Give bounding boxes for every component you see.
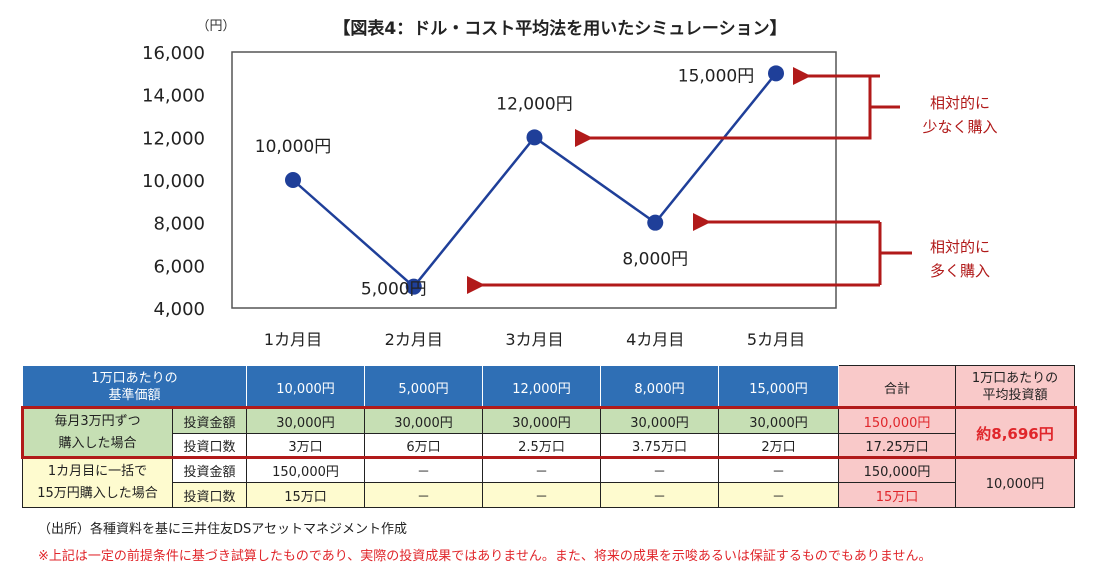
y-tick-label: 12,000 xyxy=(142,128,205,149)
y-tick-label: 16,000 xyxy=(142,43,205,64)
header-price: 10,000円 xyxy=(246,365,365,409)
amount-label: 投資金額 xyxy=(172,408,247,434)
table-row: 毎月3万円ずつ 購入した場合 投資金額 30,000円 30,000円 30,0… xyxy=(22,408,1075,458)
cell: 2.5万口 xyxy=(482,433,601,458)
plot-area xyxy=(231,51,837,309)
x-tick-label: 4カ月目 xyxy=(626,330,684,349)
line-chart: （円） 4,000 6,000 8,000 10,000 12,000 14,000 16,0… xyxy=(142,19,997,349)
total-amount: 150,000円 xyxy=(838,457,956,483)
total-units: 17.25万口 xyxy=(838,433,956,458)
header-avg: 1万口あたりの 平均投資額 xyxy=(955,365,1075,409)
y-tick-label: 8,000 xyxy=(153,214,205,235)
cell: － xyxy=(718,482,839,508)
cell: － xyxy=(600,482,719,508)
annotation-text: 少なく購入 xyxy=(922,118,997,136)
simulation-table: 1万口あたりの 基準価額 10,000円 5,000円 12,000円 8,00… xyxy=(22,365,1075,508)
units-label: 投資口数 xyxy=(172,433,247,458)
data-point xyxy=(285,172,301,188)
table-row: 投資口数 15万口 － － － － 15万口 xyxy=(23,482,1075,508)
cell: 3.75万口 xyxy=(600,433,719,458)
header-price: 15,000円 xyxy=(718,365,839,409)
cell: 3万口 xyxy=(246,433,365,458)
chart-title: 【図表4：ドル・コスト平均法を用いたシミュレーション】 xyxy=(333,19,787,39)
lump-label: 1カ月目に一括で 15万円購入した場合 xyxy=(22,457,173,508)
header-price: 12,000円 xyxy=(482,365,601,409)
header-price: 5,000円 xyxy=(364,365,483,409)
cell: 2万口 xyxy=(718,433,839,458)
total-units: 15万口 xyxy=(838,482,956,508)
annotation-text: 相対的に xyxy=(930,238,990,256)
y-axis-unit: （円） xyxy=(196,19,235,34)
y-tick-label: 10,000 xyxy=(142,171,205,192)
cell: 30,000円 xyxy=(482,408,601,434)
source-note: （出所）各種資料を基に三井住友DSアセットマネジメント作成 xyxy=(38,522,408,537)
cell: 150,000円 xyxy=(246,457,365,483)
disclaimer: ※上記は一定の前提条件に基づき試算したものであり、実際の投資成果ではありません。… xyxy=(38,549,932,564)
y-tick-label: 14,000 xyxy=(142,86,205,107)
amount-label: 投資金額 xyxy=(172,457,247,483)
annotation-text: 多く購入 xyxy=(930,262,990,280)
data-point xyxy=(647,214,664,231)
data-point xyxy=(526,129,543,146)
x-tick-label: 5カ月目 xyxy=(747,330,805,349)
data-label: 15,000円 xyxy=(678,66,754,86)
x-tick-label: 3カ月目 xyxy=(505,330,563,349)
header-label: 1万口あたりの 基準価額 xyxy=(22,365,247,409)
lump-avg: 10,000円 xyxy=(955,457,1075,508)
y-tick-label: 6,000 xyxy=(153,256,205,277)
dca-label: 毎月3万円ずつ 購入した場合 xyxy=(22,408,173,458)
y-tick-label: 4,000 xyxy=(153,299,205,320)
data-point xyxy=(768,65,784,82)
x-tick-label: 1カ月目 xyxy=(264,330,322,349)
data-label: 10,000円 xyxy=(255,137,331,157)
data-label: 5,000円 xyxy=(361,280,427,300)
cell: － xyxy=(600,457,719,483)
units-label: 投資口数 xyxy=(172,482,247,508)
table-row: 投資口数 3万口 6万口 2.5万口 3.75万口 2万口 17.25万口 xyxy=(23,433,1075,458)
data-point xyxy=(405,278,422,295)
cell: － xyxy=(482,457,601,483)
data-label: 8,000円 xyxy=(622,250,688,270)
cell: 30,000円 xyxy=(246,408,365,434)
header-total: 合計 xyxy=(838,365,956,409)
cell: － xyxy=(364,457,483,483)
annotation-text: 相対的に xyxy=(930,94,990,112)
x-tick-label: 2カ月目 xyxy=(385,330,443,349)
data-label: 12,000円 xyxy=(496,94,572,114)
cell: － xyxy=(718,457,839,483)
total-amount: 150,000円 xyxy=(838,408,956,434)
cell: 30,000円 xyxy=(600,408,719,434)
table-row: 1カ月目に一括で 15万円購入した場合 投資金額 150,000円 － － － … xyxy=(22,457,1075,508)
cell: － xyxy=(364,482,483,508)
dca-avg: 約8,696円 xyxy=(955,408,1075,458)
header-price: 8,000円 xyxy=(600,365,719,409)
cell: 30,000円 xyxy=(364,408,483,434)
cell: 6万口 xyxy=(364,433,483,458)
cell: 15万口 xyxy=(246,482,365,508)
cell: － xyxy=(482,482,601,508)
cell: 30,000円 xyxy=(718,408,839,434)
